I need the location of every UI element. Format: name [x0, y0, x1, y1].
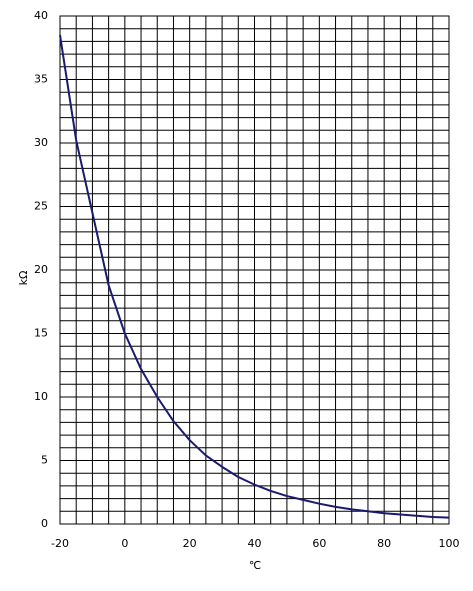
- y-axis-label: kΩ: [17, 271, 30, 286]
- x-tick-label: 20: [183, 537, 197, 550]
- y-tick-label: 35: [34, 73, 48, 86]
- y-tick-label: 25: [34, 200, 48, 213]
- y-tick-label: 15: [34, 327, 48, 340]
- x-tick-label: 80: [377, 537, 391, 550]
- x-tick-label: 100: [439, 537, 460, 550]
- y-tick-label: 30: [34, 136, 48, 149]
- x-tick-label: 40: [248, 537, 262, 550]
- plot-frame: [59, 15, 450, 525]
- y-tick-label: 10: [34, 390, 48, 403]
- y-tick-label: 20: [34, 263, 48, 276]
- y-tick-label: 0: [41, 517, 48, 530]
- curve: [59, 34, 450, 519]
- y-tick-label: 5: [41, 454, 48, 467]
- x-tick-label: -20: [51, 537, 69, 550]
- x-tick-label: 0: [121, 537, 128, 550]
- x-axis-label: ℃: [249, 559, 261, 572]
- x-tick-label: 60: [312, 537, 326, 550]
- y-tick-label: 40: [34, 9, 48, 22]
